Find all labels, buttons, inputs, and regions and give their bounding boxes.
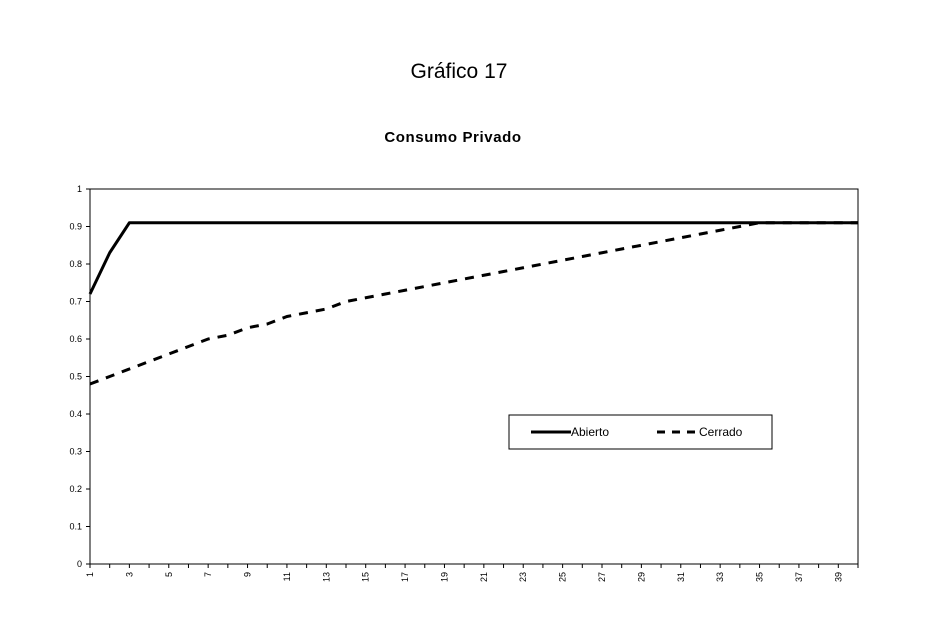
- x-tick-label: 23: [518, 572, 528, 582]
- y-tick-label: 0.5: [69, 372, 82, 382]
- x-tick-label: 9: [243, 572, 253, 577]
- series-layer: [88, 221, 858, 386]
- x-tick-label: 33: [715, 572, 725, 582]
- x-tick-label: 39: [833, 572, 843, 582]
- x-tick-label: 37: [794, 572, 804, 582]
- x-tick-label: 5: [164, 572, 174, 577]
- x-tick-label: 11: [282, 572, 292, 581]
- x-tick-label: 1: [85, 572, 95, 577]
- legend: Abierto Cerrado: [508, 414, 773, 450]
- x-tick-label: 25: [558, 572, 568, 582]
- x-tick-label: 7: [203, 572, 213, 577]
- y-tick-label: 0.2: [69, 484, 82, 494]
- x-tick-label: 35: [755, 572, 765, 582]
- y-tick-label: 0.3: [69, 447, 82, 457]
- y-tick-label: 0: [77, 559, 82, 569]
- x-tick-label: 21: [479, 572, 489, 582]
- series-line-abierto: [88, 221, 858, 295]
- figure-title: Gráfico 17: [410, 60, 508, 83]
- x-tick-label: 15: [361, 572, 371, 582]
- x-tick-label: 13: [321, 572, 331, 582]
- x-tick-label: 17: [400, 572, 410, 582]
- y-tick-label: 0.6: [69, 334, 82, 344]
- y-tick-label: 0.4: [69, 409, 82, 419]
- x-tick-label: 29: [636, 572, 646, 582]
- y-tick-label: 0.1: [69, 522, 82, 532]
- plot-area: [89, 188, 859, 565]
- x-tick-label: 19: [439, 572, 449, 582]
- chart-title: Consumo Privado: [384, 129, 521, 146]
- y-tick-label: 0.7: [69, 297, 82, 307]
- series-line-cerrado: [89, 221, 858, 386]
- x-axis: 1 3 5 7 9 11 13 15 17 19 21 23 25 27 29 31 33 35 37 39: [85, 564, 859, 582]
- y-tick-label: 1: [77, 184, 82, 194]
- legend-label-cerrado: Cerrado: [699, 425, 743, 439]
- y-tick-label: 0.8: [69, 259, 82, 269]
- y-tick-label: 0.9: [69, 222, 82, 232]
- y-axis: 0 0.1 0.2 0.3 0.4 0.5 0.6 0.7 0.8 0.9 1: [69, 184, 90, 569]
- legend-label-abierto: Abierto: [571, 425, 609, 439]
- x-tick-label: 31: [676, 572, 686, 582]
- x-tick-label: 3: [124, 572, 134, 577]
- x-tick-label: 27: [597, 572, 607, 582]
